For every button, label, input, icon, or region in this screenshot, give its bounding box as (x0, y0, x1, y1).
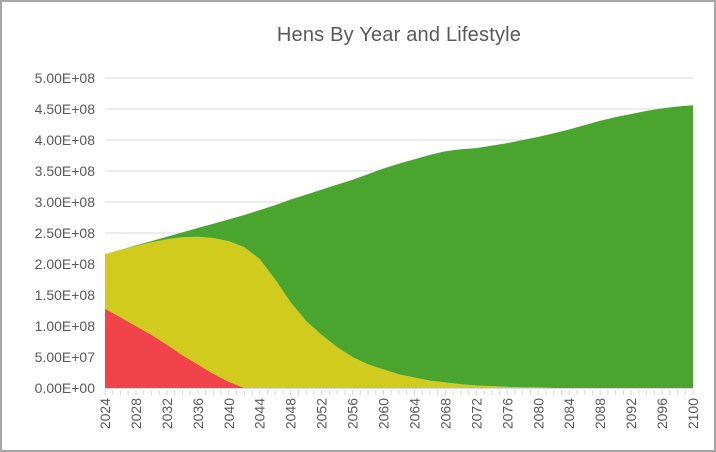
x-axis-tick-label: 2080 (530, 398, 546, 429)
x-axis-tick-label: 2052 (314, 398, 330, 429)
y-axis-tick-label: 2.50E+08 (35, 225, 96, 241)
y-axis-tick-label: 3.00E+08 (35, 194, 96, 210)
x-axis-tick-label: 2076 (499, 398, 515, 429)
y-axis-tick-label: 4.50E+08 (35, 101, 96, 117)
x-axis-tick-label: 2056 (345, 398, 361, 429)
chart-title: Hens By Year and Lifestyle (276, 24, 522, 46)
x-axis-tick-label: 2088 (592, 398, 608, 429)
area-red-bottom-series (105, 308, 693, 388)
x-axis-tick-label: 2068 (437, 398, 453, 429)
x-axis-tick-label: 2024 (97, 398, 113, 429)
y-axis-tick-label: 5.00E+07 (35, 349, 96, 365)
x-axis-tick-label: 2048 (283, 398, 299, 429)
x-axis-tick-label: 2028 (128, 398, 144, 429)
area-green-top-series (105, 105, 693, 389)
x-axis-tick-label: 2060 (376, 398, 392, 429)
y-axis-tick-label: 3.50E+08 (35, 163, 96, 179)
x-axis-tick-label: 2092 (623, 398, 639, 429)
y-axis-tick-label: 2.00E+08 (35, 256, 96, 272)
x-axis-tick-label: 2032 (159, 398, 175, 429)
y-axis-tick-label: 1.00E+08 (35, 318, 96, 334)
y-axis-tick-label: 5.00E+08 (35, 70, 96, 86)
x-axis-tick-label: 2072 (468, 398, 484, 429)
x-axis-tick-label: 2040 (221, 398, 237, 429)
x-axis-tick-label: 2064 (407, 398, 423, 429)
x-axis-tick-label: 2084 (561, 398, 577, 429)
y-axis-tick-label: 0.00E+00 (35, 380, 96, 396)
x-axis-tick-label: 2036 (190, 398, 206, 429)
x-axis-tick-label: 2044 (252, 398, 268, 429)
area-yellow-middle-series (105, 236, 693, 388)
y-axis-tick-label: 4.00E+08 (35, 132, 96, 148)
x-axis-tick-label: 2100 (685, 398, 701, 429)
x-axis-tick-label: 2096 (654, 398, 670, 429)
y-axis-tick-label: 1.50E+08 (35, 287, 96, 303)
